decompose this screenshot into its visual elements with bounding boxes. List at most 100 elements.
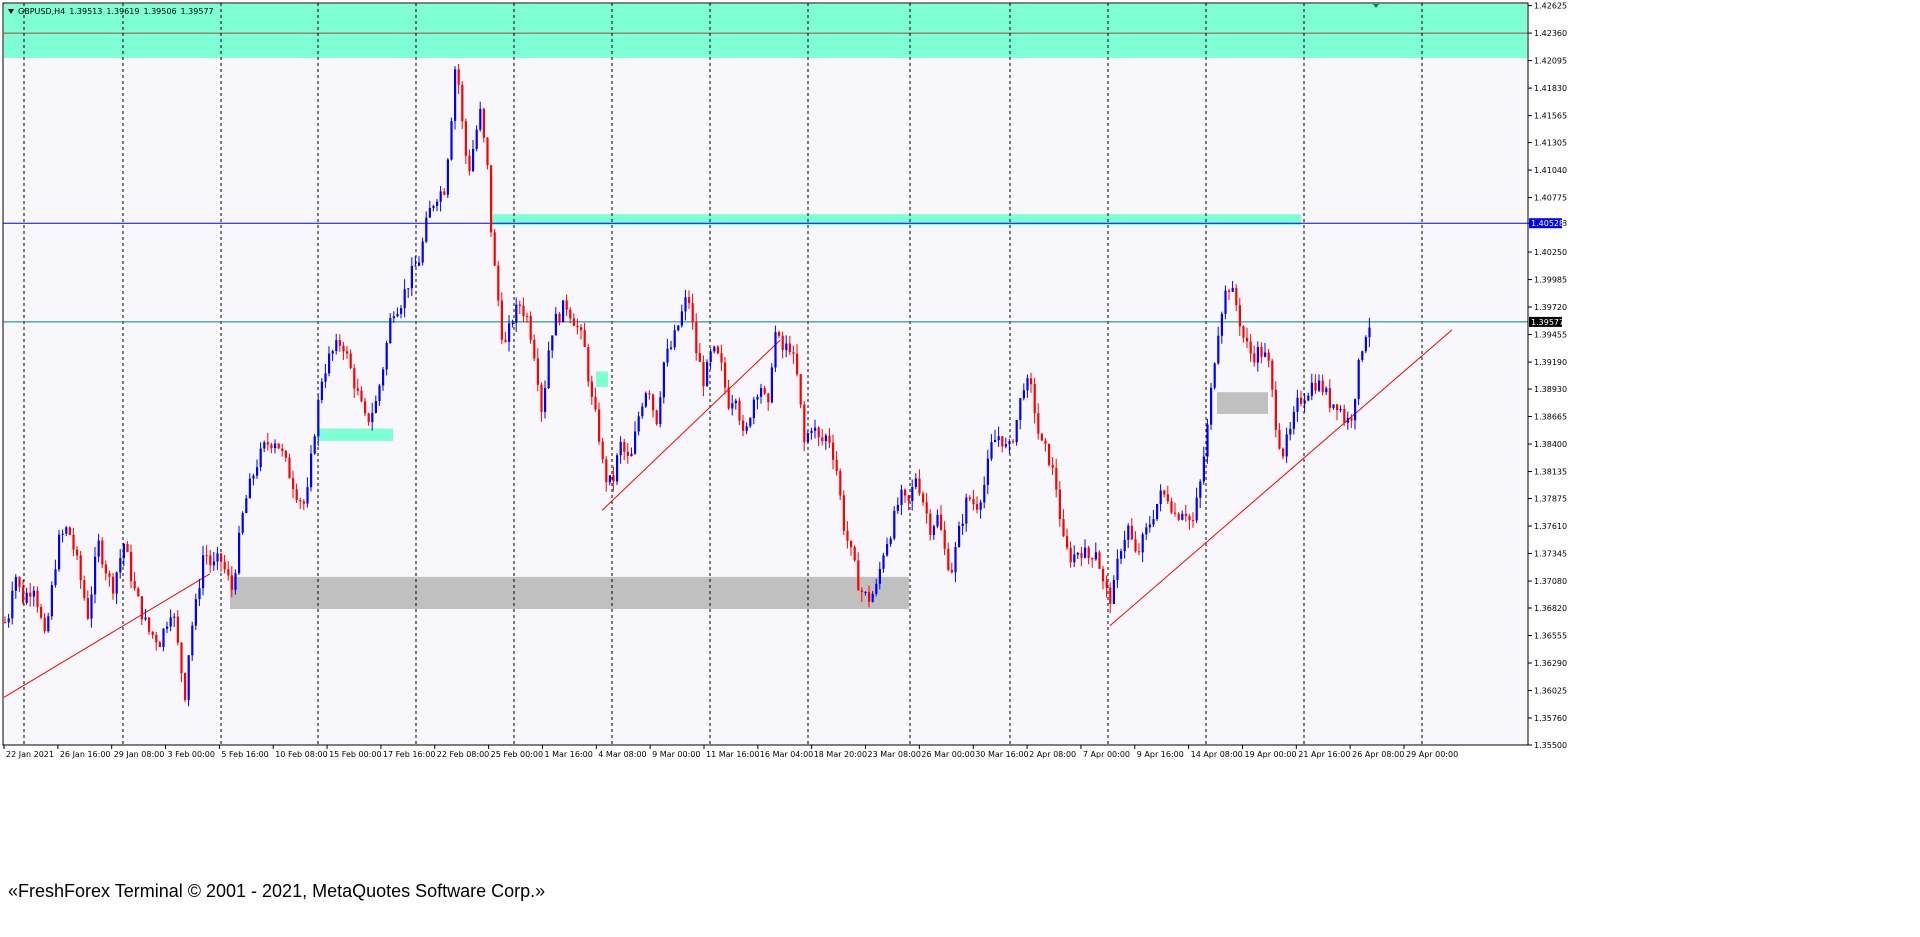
candle-bull <box>810 430 813 434</box>
candle-bear <box>1037 413 1040 434</box>
candle-bull <box>475 129 478 149</box>
price-tick-label: 1.35500 <box>1534 741 1567 750</box>
candle-bear <box>716 346 719 354</box>
plot-area <box>2 2 1529 746</box>
candle-bear <box>695 322 698 354</box>
candle-bull <box>760 388 763 397</box>
candle-bull <box>551 335 554 351</box>
candle-bear <box>184 673 187 701</box>
candle-bull <box>544 388 547 412</box>
candle-bear <box>623 441 626 452</box>
candle-bear <box>853 547 856 561</box>
candle-bull <box>662 362 665 398</box>
candle-bear <box>1138 551 1141 553</box>
candle-bear <box>576 325 579 328</box>
ohlc-low: 1.39506 <box>143 7 177 16</box>
candle-bear <box>205 555 208 557</box>
candle-bull <box>731 403 734 409</box>
candle-bull <box>414 265 417 267</box>
candle-bear <box>655 410 658 424</box>
candle-bear <box>792 352 795 354</box>
candle-bull <box>911 486 914 502</box>
candle-bull <box>882 555 885 569</box>
candle-bull <box>1325 388 1328 393</box>
time-tick-label: 29 Jan 08:00 <box>114 750 165 759</box>
candle-bear <box>353 368 356 389</box>
candle-bull <box>1181 513 1184 520</box>
candle-bull <box>965 497 968 524</box>
candle-bull <box>1123 539 1126 552</box>
candle-bull <box>216 553 219 562</box>
time-tick-label: 19 Apr 00:00 <box>1244 750 1296 759</box>
ohlc-high: 1.39619 <box>106 7 140 16</box>
candle-bull <box>94 556 97 595</box>
candle-bear <box>281 448 284 451</box>
candle-bear <box>220 553 223 562</box>
candle-bull <box>619 441 622 456</box>
candle-bull <box>889 538 892 545</box>
demand-zone-gray-large <box>230 576 909 610</box>
candle-bull <box>1073 554 1076 563</box>
candle-bull <box>263 442 266 449</box>
candle-bull <box>313 436 316 454</box>
candle-bull <box>374 401 377 413</box>
candle-bull <box>1339 408 1342 411</box>
candle-bear <box>558 313 561 323</box>
candle-bear <box>940 514 943 530</box>
time-tick-label: 21 Apr 16:00 <box>1298 750 1350 759</box>
candle-bull <box>11 590 14 619</box>
candle-bear <box>598 409 601 442</box>
candle-bull <box>745 426 748 431</box>
price-tick-label: 1.41565 <box>1534 112 1567 121</box>
candle-bear <box>781 335 784 351</box>
candle-bull <box>1120 551 1123 559</box>
candle-bull <box>324 373 327 382</box>
candle-bear <box>803 404 806 443</box>
candle-bear <box>1012 441 1015 443</box>
candle-bear <box>1328 388 1331 408</box>
price-tick-label: 1.39985 <box>1534 276 1567 285</box>
candle-bear <box>1080 552 1083 558</box>
collapse-arrow-icon[interactable] <box>8 9 14 14</box>
candle-bear <box>482 108 485 138</box>
candle-bear <box>1051 464 1054 468</box>
candle-bull <box>122 543 125 559</box>
candle-bear <box>1238 305 1241 327</box>
candle-bear <box>86 598 89 619</box>
candle-bear <box>342 345 345 352</box>
candle-bull <box>1015 420 1018 443</box>
time-tick-label: 26 Mar 00:00 <box>921 750 974 759</box>
candle-bull <box>994 440 997 443</box>
candle-bull <box>425 217 428 242</box>
candle-bear <box>140 596 143 620</box>
candle-bull <box>864 592 867 594</box>
candle-bear <box>108 573 111 577</box>
candle-bear <box>702 362 705 387</box>
candle-bull <box>896 504 899 511</box>
candle-bull <box>713 346 716 352</box>
candle-bear <box>1177 513 1180 520</box>
candle-bull <box>1217 335 1220 364</box>
candle-bull <box>824 435 827 442</box>
price-tick-label: 1.39455 <box>1534 331 1567 340</box>
candle-bull <box>382 369 385 386</box>
candle-bear <box>850 540 853 548</box>
candle-bull <box>1202 456 1205 482</box>
candle-bull <box>310 453 313 488</box>
candle-bear <box>572 318 575 326</box>
candle-bull <box>709 351 712 363</box>
candle-bull <box>1206 424 1209 457</box>
time-tick-label: 15 Feb 00:00 <box>329 750 381 759</box>
candle-bear <box>1163 490 1166 495</box>
candle-bear <box>1069 547 1072 563</box>
candle-bull <box>770 367 773 403</box>
candle-bear <box>796 353 799 375</box>
candle-bear <box>922 493 925 503</box>
candle-bull <box>396 313 399 317</box>
time-tick-label: 26 Jan 16:00 <box>60 750 111 759</box>
supply-zone-top <box>4 4 1527 58</box>
candle-bear <box>151 631 154 636</box>
candle-bear <box>79 555 82 581</box>
